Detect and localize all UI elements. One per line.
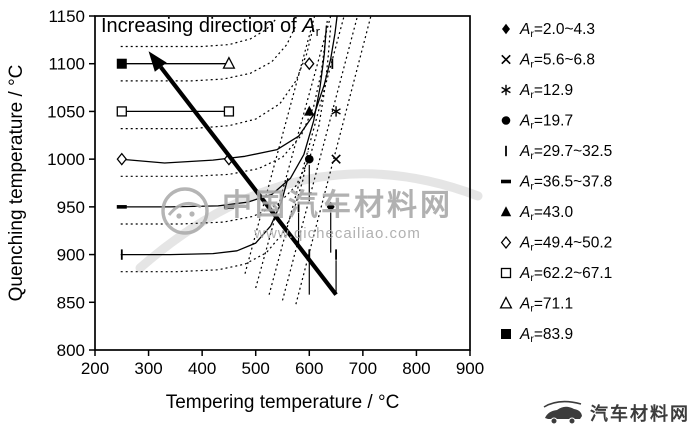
x-tick-label: 500 [242, 359, 270, 378]
marker-square-open [223, 106, 235, 117]
x-tick-label: 200 [81, 359, 109, 378]
dotted-contour [120, 17, 329, 177]
diagonal-dotted-contour [281, 15, 359, 301]
series-square-open [116, 106, 235, 117]
marker-square-filled [116, 58, 127, 69]
series-hbar [116, 205, 234, 209]
legend-label: Ar=2.0~4.3 [519, 21, 595, 40]
footer-brand: 汽车材料网 [590, 404, 690, 424]
marker-diamond-open [304, 57, 315, 71]
marker-x [501, 54, 511, 65]
legend-item: Ar=71.1 [499, 296, 573, 315]
drop-lines [297, 164, 337, 295]
x-tick-label: 400 [188, 359, 216, 378]
solid-contour [119, 15, 338, 164]
series-diamond-filled [326, 201, 335, 213]
dotted-contour [120, 25, 315, 130]
dotted-contour [120, 25, 297, 82]
series-x [331, 154, 341, 164]
legend-label: Ar=71.1 [519, 296, 573, 315]
marker-diamond-open [116, 152, 128, 166]
legend-item: Ar=36.5~37.8 [501, 174, 612, 193]
legend-item: Ar=19.7 [501, 113, 573, 132]
legend-label: Ar=29.7~32.5 [519, 143, 612, 162]
solid-contours [119, 15, 338, 256]
series-triangle-filled [304, 105, 315, 116]
legend-label: Ar=83.9 [519, 326, 573, 345]
direction-arrow [148, 51, 338, 296]
marker-square-filled [501, 329, 511, 339]
solid-contour [120, 178, 289, 256]
legend-item: Ar=29.7~32.5 [505, 143, 612, 162]
marker-diamond-open [500, 235, 512, 250]
marker-diamond-filled [502, 23, 510, 35]
legend-label: Ar=5.6~6.8 [519, 52, 595, 71]
legend-label: Ar=36.5~37.8 [519, 174, 612, 193]
annotation-text: Increasing direction of Ar [101, 15, 321, 39]
marker-diamond-filled [326, 201, 335, 213]
marker-circle-filled [501, 116, 511, 125]
plot-frame [94, 15, 471, 351]
marker-hbar [116, 205, 127, 209]
marker-triangle-open [499, 296, 513, 309]
y-tick-label: 1100 [48, 55, 85, 74]
legend-item: Ar=12.9 [501, 82, 573, 101]
legend-item: Ar=5.6~6.8 [501, 52, 595, 71]
x-tick-label: 700 [349, 359, 377, 378]
arrow-shaft [159, 65, 338, 296]
x-tick-label: 900 [456, 359, 484, 378]
x-tick-label: 300 [134, 359, 162, 378]
legend-item: Ar=83.9 [501, 326, 573, 345]
series-triangle-open [222, 56, 236, 69]
marker-triangle-filled [304, 105, 315, 116]
y-tick-label: 1050 [47, 102, 85, 121]
marker-hbar [223, 205, 234, 209]
marker-x [331, 154, 341, 164]
legend-label: Ar=19.7 [519, 113, 573, 132]
y-axis-label: Quenching temperature / °C [6, 65, 27, 302]
arrow-head [148, 51, 167, 72]
y-tick-label: 800 [57, 341, 85, 360]
marker-square-open [116, 106, 127, 117]
legend-label: Ar=62.2~67.1 [519, 265, 612, 284]
annotation: Increasing direction of Ar [101, 15, 321, 39]
marker-asterisk [501, 86, 511, 94]
series-asterisk [331, 106, 341, 117]
y-tick-label: 900 [57, 246, 85, 265]
legend-label: Ar=43.0 [519, 204, 573, 223]
legend: Ar=2.0~4.3 Ar=5.6~6.8 Ar=12.9 Ar=19.7 Ar=29.… [499, 21, 612, 345]
y-tick-label: 1000 [47, 150, 85, 169]
footer-logo: 汽车材料网 [542, 400, 690, 426]
series-vbar [120, 58, 337, 260]
diagonal-dotted-contour [244, 15, 316, 274]
dotted-contour [120, 151, 309, 273]
x-axis-label: Tempering temperature / °C [166, 392, 400, 413]
legend-label: Ar=12.9 [519, 82, 573, 101]
legend-label: Ar=49.4~50.2 [519, 235, 612, 254]
legend-item: Ar=49.4~50.2 [500, 235, 612, 254]
axes: 200 300 400 500 600 700 800 900 800 850 900 950 1000… [6, 7, 484, 413]
legend-item: Ar=2.0~4.3 [502, 21, 595, 40]
diagonal-dotted-contour [255, 15, 332, 289]
marker-triangle-open [222, 56, 236, 69]
marker-hbar [501, 179, 511, 184]
legend-item: Ar=43.0 [500, 204, 573, 223]
series-square-filled [116, 58, 127, 69]
data-points [116, 56, 341, 260]
marker-asterisk [331, 108, 341, 115]
dotted-contour [120, 17, 278, 48]
x-tick-label: 800 [402, 359, 430, 378]
y-tick-label: 950 [57, 198, 85, 217]
marker-circle-filled [304, 154, 314, 164]
y-tick-label: 1150 [48, 7, 85, 26]
series-circle-filled [304, 154, 314, 164]
marker-square-open [500, 267, 512, 279]
y-tick-label: 850 [57, 293, 85, 312]
marker-triangle-filled [500, 206, 512, 217]
legend-item: Ar=62.2~67.1 [500, 265, 612, 284]
car-icon [543, 400, 582, 425]
x-tick-label: 600 [295, 359, 323, 378]
